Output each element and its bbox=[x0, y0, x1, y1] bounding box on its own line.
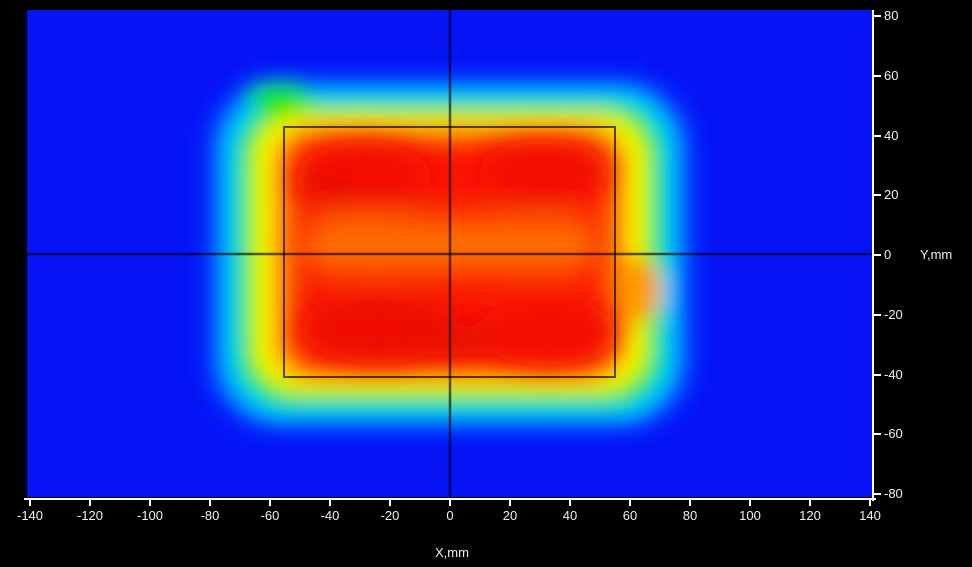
x-tick-mark bbox=[329, 500, 331, 506]
x-tick-label: 100 bbox=[739, 508, 761, 523]
x-tick-label: -120 bbox=[76, 508, 104, 523]
x-tick-mark bbox=[389, 500, 391, 506]
heatmap-plot-area bbox=[27, 10, 872, 497]
y-tick-mark bbox=[874, 433, 881, 436]
x-tick-label: 80 bbox=[682, 508, 698, 523]
y-tick-mark bbox=[874, 74, 881, 77]
y-axis-line bbox=[872, 10, 874, 501]
x-tick-label: 20 bbox=[502, 508, 518, 523]
y-tick-mark bbox=[874, 313, 881, 316]
x-tick-mark bbox=[809, 500, 811, 506]
y-tick-label: -20 bbox=[884, 306, 903, 322]
y-tick-label: 40 bbox=[884, 127, 899, 143]
y-tick-mark bbox=[874, 134, 881, 137]
x-tick-label: 0 bbox=[446, 508, 454, 523]
x-tick-mark bbox=[869, 500, 871, 506]
x-tick-mark bbox=[269, 500, 271, 506]
x-axis-line bbox=[24, 498, 876, 500]
x-tick-label: 140 bbox=[859, 508, 881, 523]
y-tick-label: 60 bbox=[884, 67, 899, 83]
roi-rectangle bbox=[283, 126, 616, 378]
y-tick-label: 20 bbox=[884, 187, 899, 203]
heatmap-image bbox=[27, 10, 872, 497]
y-tick-label: -80 bbox=[884, 486, 903, 501]
y-tick-mark bbox=[874, 194, 881, 197]
x-tick-mark bbox=[749, 500, 751, 506]
x-tick-label: -20 bbox=[380, 508, 400, 523]
x-tick-label: -80 bbox=[200, 508, 220, 523]
x-tick-mark bbox=[209, 500, 211, 506]
y-tick-label: -60 bbox=[884, 426, 903, 442]
x-tick-label: 40 bbox=[562, 508, 578, 523]
x-axis-title: X,mm bbox=[435, 545, 469, 560]
y-tick-mark bbox=[874, 254, 881, 256]
y-tick-label: 0 bbox=[884, 247, 892, 262]
y-tick-label: 80 bbox=[884, 8, 899, 23]
x-tick-label: 120 bbox=[799, 508, 821, 523]
x-tick-mark bbox=[629, 500, 631, 506]
y-tick-label: -40 bbox=[884, 366, 903, 382]
y-tick-mark bbox=[874, 15, 881, 17]
x-tick-mark bbox=[29, 500, 31, 506]
x-tick-label: -40 bbox=[320, 508, 340, 523]
y-tick-mark bbox=[874, 373, 881, 376]
x-tick-label: 60 bbox=[622, 508, 638, 523]
x-tick-mark bbox=[449, 500, 451, 506]
x-tick-label: -60 bbox=[260, 508, 280, 523]
x-tick-mark bbox=[149, 500, 151, 506]
x-tick-label: -100 bbox=[136, 508, 164, 523]
x-tick-mark bbox=[689, 500, 691, 506]
y-axis-title: Y,mm bbox=[920, 247, 953, 262]
y-tick-mark bbox=[874, 493, 881, 495]
x-tick-label: -140 bbox=[16, 508, 44, 523]
x-tick-mark bbox=[509, 500, 511, 506]
x-tick-mark bbox=[89, 500, 91, 506]
x-tick-mark bbox=[569, 500, 571, 506]
